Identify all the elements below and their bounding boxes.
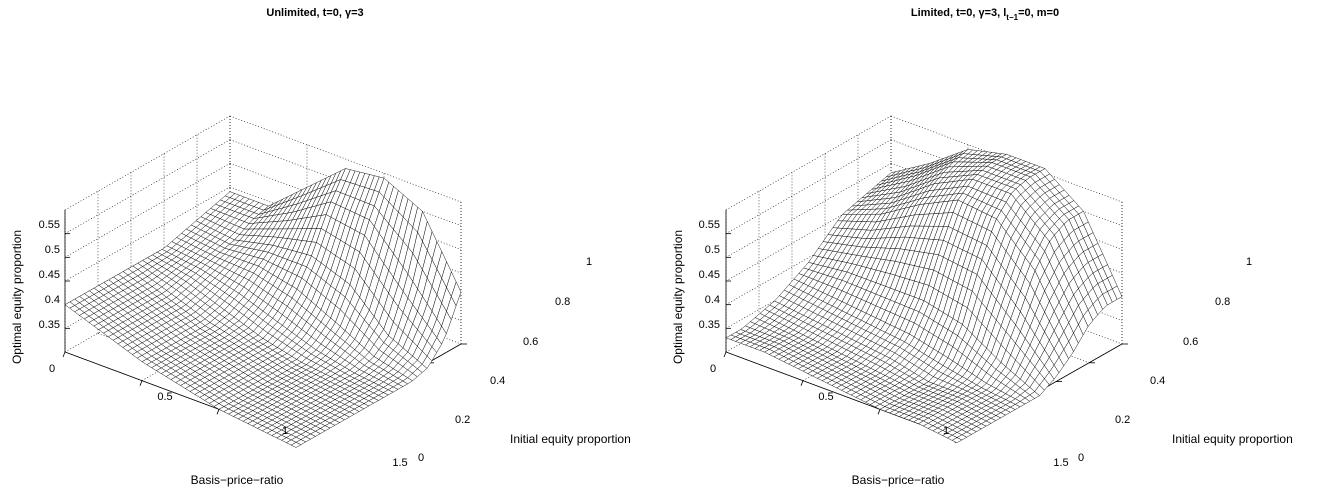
y-tick-label: 0 — [1078, 452, 1084, 464]
z-tick-label: 0.4 — [45, 294, 60, 306]
z-tick-labels: 0.35 0.4 0.45 0.5 0.55 — [699, 219, 720, 331]
surface-mesh — [64, 168, 462, 448]
x-tick-label: 0.5 — [157, 391, 172, 403]
surface-cell — [951, 437, 963, 443]
y-tick-label: 0.2 — [455, 414, 470, 426]
y-tick-label: 0.2 — [1115, 414, 1130, 426]
x-tick-label: 1.5 — [1053, 457, 1068, 469]
x-tick-label: 1 — [282, 425, 288, 437]
y-tick-label: 0.8 — [1215, 296, 1230, 308]
y-tick-label: 0.6 — [1183, 336, 1198, 348]
y-tick-label: 0 — [418, 452, 424, 464]
z-tick-label: 0.35 — [39, 319, 60, 331]
z-tick-label: 0.45 — [39, 269, 60, 281]
x-tick — [723, 351, 727, 358]
x-tick — [139, 380, 143, 386]
z-tick-label: 0.5 — [45, 244, 60, 256]
x-tick — [216, 409, 220, 415]
surface-cell — [290, 442, 302, 448]
x-axis-label: Basis−price−ratio — [191, 473, 284, 487]
x-tick-label: 0 — [710, 363, 716, 375]
chart-title: Unlimited, t=0, γ=3 — [266, 7, 363, 19]
grid-line — [64, 115, 231, 211]
x-tick — [800, 380, 804, 386]
y-axis-label: Initial equity proportion — [510, 432, 631, 446]
z-tick-label: 0.55 — [39, 219, 60, 231]
y-tick-label: 0.4 — [490, 375, 505, 387]
chart-title: Limited, t=0, γ=3, lt−1=0, m=0 — [911, 7, 1059, 22]
z-tick-label: 0.4 — [705, 294, 720, 306]
x-axis-label: Basis−price−ratio — [852, 473, 945, 487]
x-tick-label: 0.5 — [818, 391, 833, 403]
y-tick-labels: 0 0.2 0.4 0.6 0.8 1 — [418, 256, 592, 464]
x-tick-labels: 0 0.5 1 1.5 — [49, 363, 408, 469]
z-tick-labels: 0.35 0.4 0.45 0.5 0.55 — [39, 219, 60, 331]
grid-line — [229, 115, 462, 203]
x-tick — [877, 409, 881, 415]
z-tick-label: 0.35 — [699, 319, 720, 331]
y-tick-label: 1 — [586, 256, 592, 268]
z-axis-label: Optimal equity proportion — [671, 230, 685, 364]
z-tick-label: 0.45 — [699, 269, 720, 281]
y-tick-label: 1 — [1246, 256, 1252, 268]
x-tick-label: 0 — [49, 363, 55, 375]
y-tick-label: 0.8 — [555, 296, 570, 308]
y-tick-label: 0.4 — [1150, 375, 1165, 387]
surface-plot-limited: Limited, t=0, γ=3, lt−1=0, m=0 0.35 0.4 … — [671, 7, 1293, 487]
x-tick-label: 1.5 — [392, 457, 407, 469]
x-tick — [62, 351, 66, 358]
y-axis-label: Initial equity proportion — [1172, 432, 1293, 446]
z-tick-label: 0.5 — [705, 244, 720, 256]
z-tick-label: 0.55 — [699, 219, 720, 231]
y-tick-labels: 0 0.2 0.4 0.6 0.8 1 — [1078, 256, 1252, 464]
x-tick-labels: 0 0.5 1 1.5 — [710, 363, 1069, 469]
y-tick-label: 0.6 — [523, 336, 538, 348]
surface-mesh — [725, 149, 1123, 443]
x-tick-label: 1 — [943, 425, 949, 437]
z-axis-label: Optimal equity proportion — [10, 230, 24, 364]
surface-plot-unlimited: Unlimited, t=0, γ=3 0.35 0.4 0.45 0.5 0.… — [10, 7, 631, 487]
